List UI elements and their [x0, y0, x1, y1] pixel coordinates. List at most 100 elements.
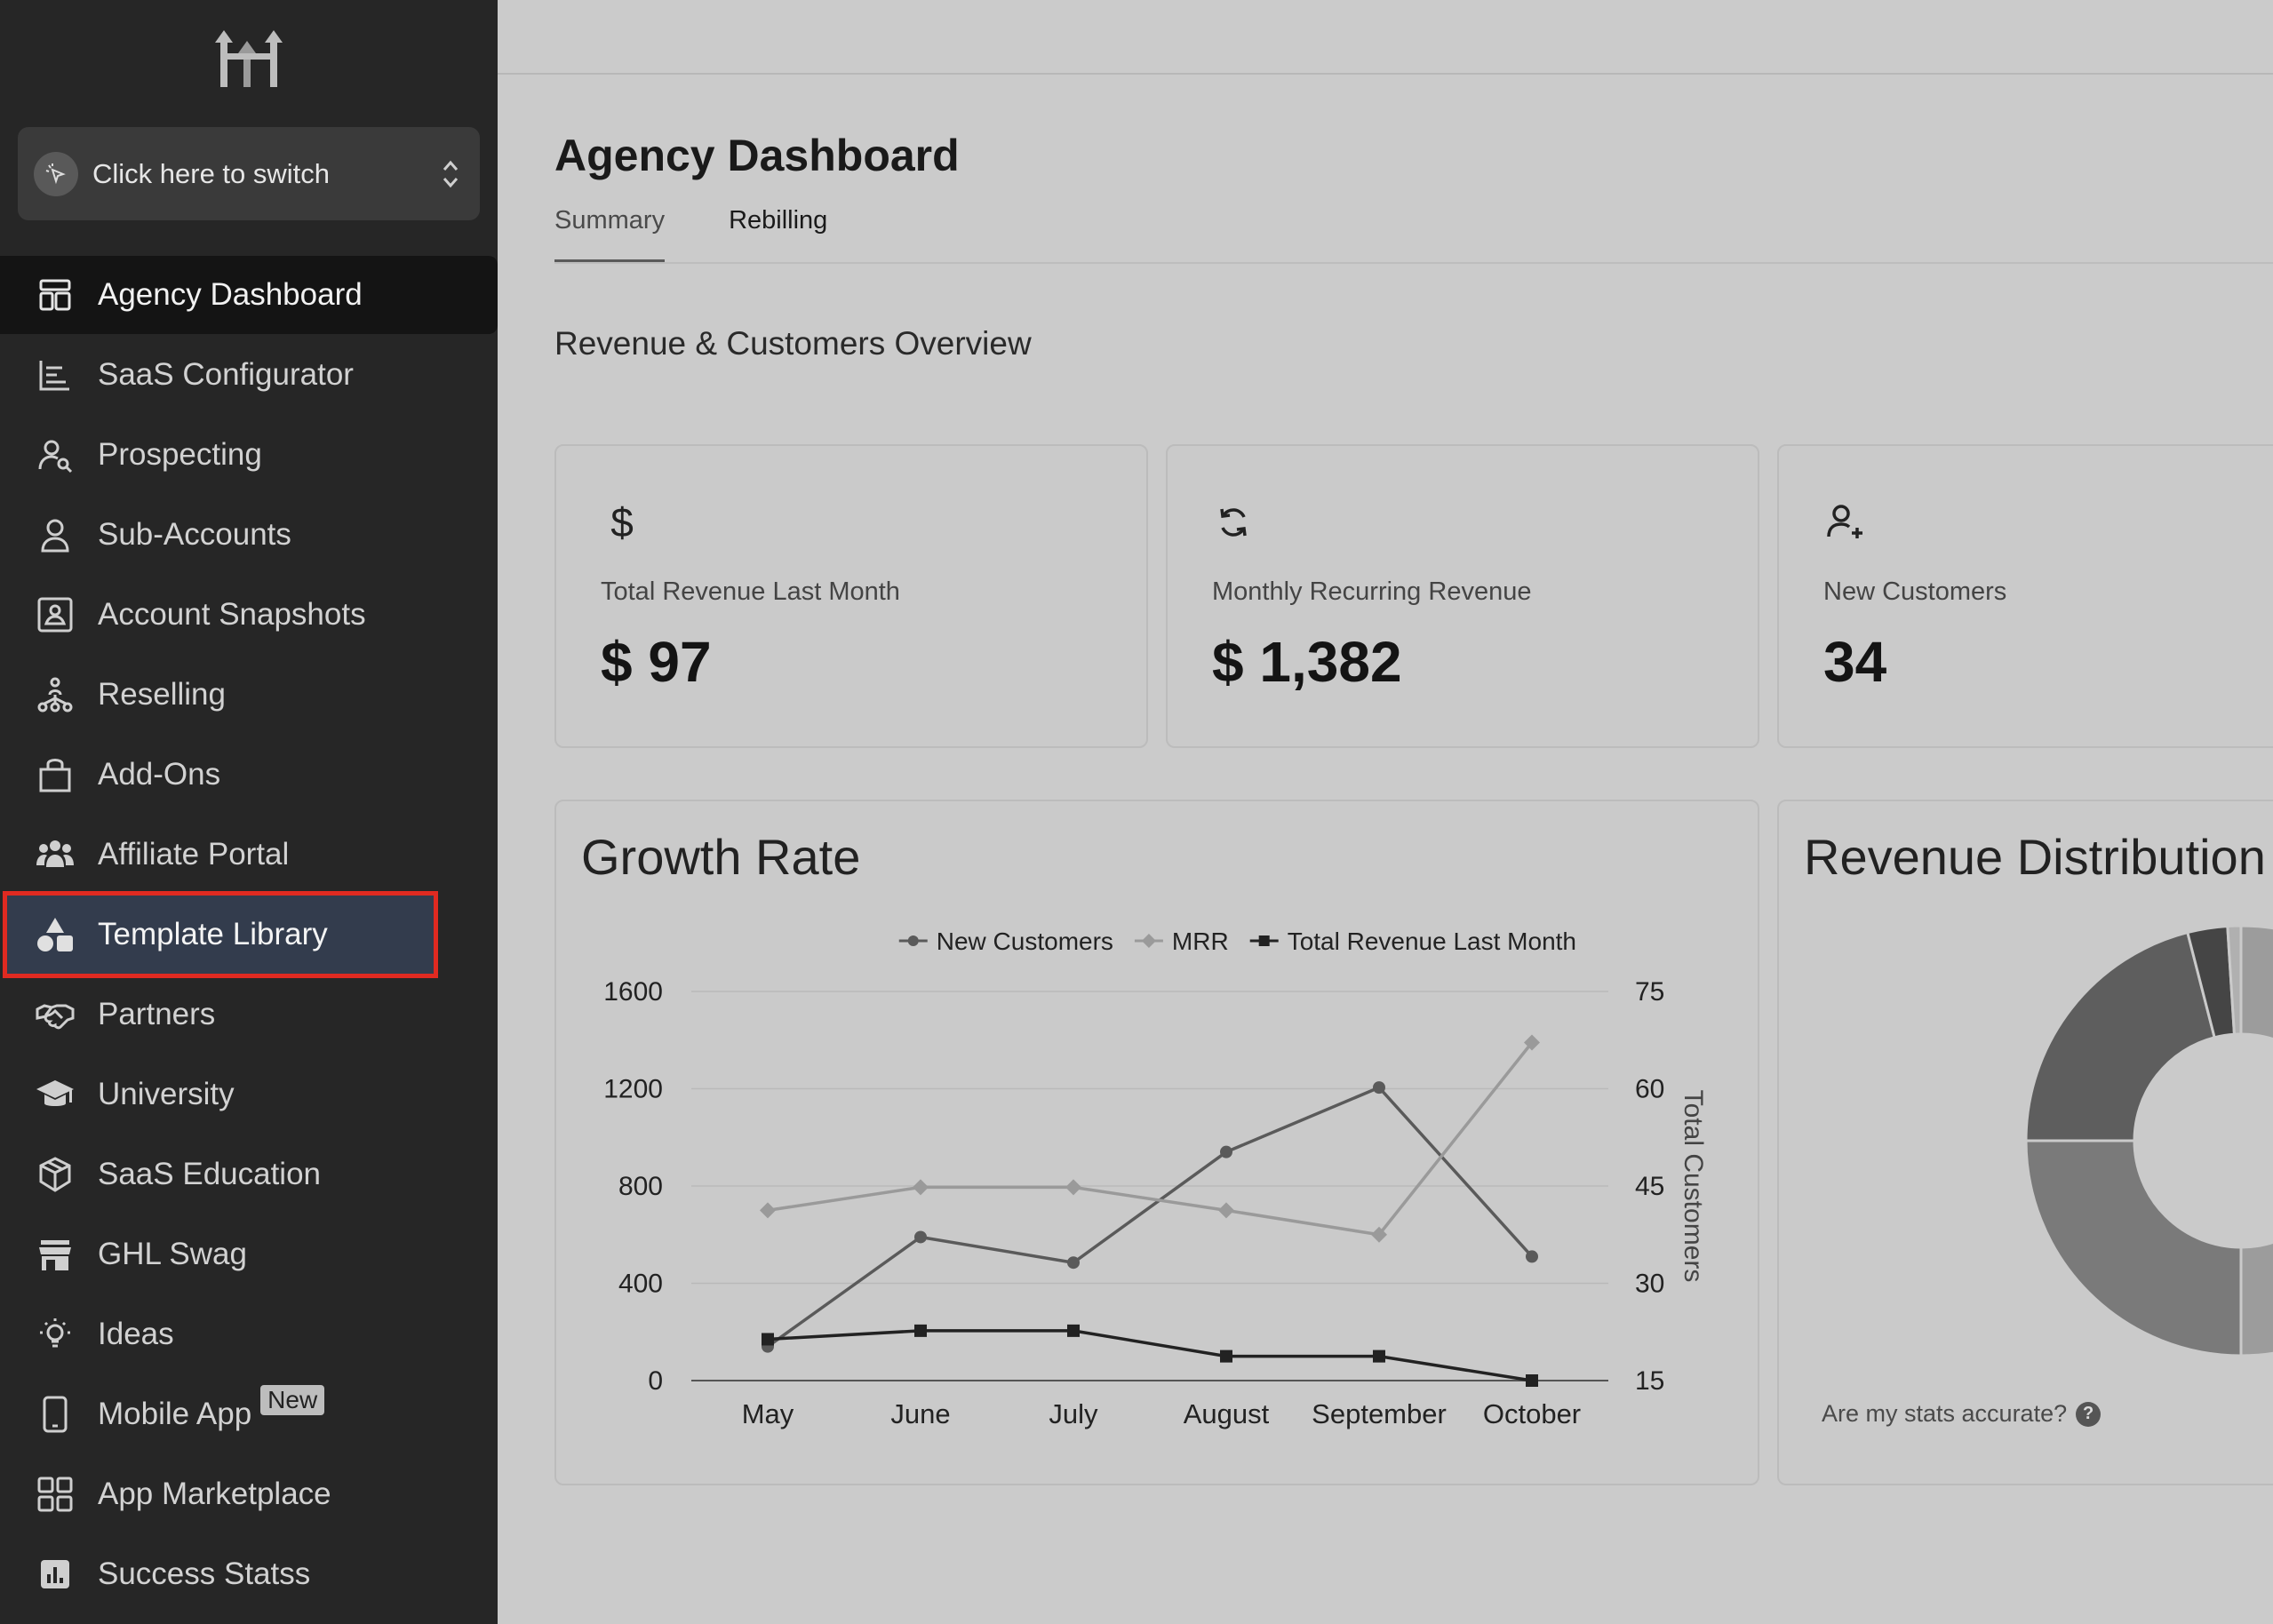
- donut-slice[interactable]: [2226, 924, 2243, 1036]
- sidebar-item-sub-accounts[interactable]: Sub-Accounts: [0, 496, 498, 574]
- sidebar-item-app-marketplace[interactable]: App Marketplace: [0, 1455, 498, 1533]
- x-axis-tick-label: September: [1312, 1398, 1447, 1429]
- stat-value: $ 1,382: [1212, 630, 1402, 694]
- data-point: [913, 1179, 929, 1196]
- sidebar-item-reselling[interactable]: Reselling: [0, 656, 498, 734]
- donut-slice[interactable]: [2024, 930, 2216, 1142]
- data-point: [1258, 935, 1270, 946]
- grid-icon: [36, 1475, 75, 1514]
- right-axis-title: Total Customers: [1679, 1090, 1708, 1283]
- account-switcher[interactable]: Click here to switch: [18, 127, 480, 220]
- sidebar-item-prospecting[interactable]: Prospecting: [0, 416, 498, 494]
- sidebar-item-label: Reselling: [98, 677, 226, 712]
- donut-slice[interactable]: [2024, 1139, 2243, 1357]
- sidebar-item-agency-dashboard[interactable]: Agency Dashboard: [0, 256, 498, 334]
- tab-bar: Summary Rebilling: [554, 206, 891, 263]
- left-axis-tick-label: 0: [648, 1366, 663, 1396]
- bar-list-icon: [36, 355, 75, 394]
- series-line: [767, 1041, 1534, 1237]
- sidebar-item-label: Partners: [98, 997, 216, 1031]
- data-point: [1524, 1034, 1540, 1051]
- stats-icon: [36, 1555, 75, 1594]
- stat-label: Monthly Recurring Revenue: [1212, 577, 1532, 606]
- sidebar-item-ghl-swag[interactable]: GHL Swag: [0, 1215, 498, 1294]
- data-point: [914, 1324, 927, 1337]
- data-point: [1373, 1349, 1385, 1363]
- portrait-icon: [36, 595, 75, 634]
- sidebar-item-label: App Marketplace: [98, 1477, 331, 1511]
- svg-text:$: $: [610, 499, 634, 545]
- dollar-icon: $: [610, 499, 634, 545]
- dashboard-icon: [36, 275, 75, 314]
- data-point: [1067, 1324, 1080, 1337]
- tab-summary[interactable]: Summary: [554, 206, 666, 263]
- stat-card-mrr: Monthly Recurring Revenue $ 1,382: [1166, 444, 1759, 748]
- sidebar-item-saas-configurator[interactable]: SaaS Configurator: [0, 336, 498, 414]
- section-title: Revenue & Customers Overview: [554, 325, 1032, 362]
- legend-label: MRR: [1172, 927, 1229, 955]
- pointer-click-icon: [34, 151, 78, 196]
- handshake-icon: [36, 995, 75, 1034]
- data-point: [907, 935, 919, 946]
- right-axis-tick-label: 30: [1635, 1270, 1664, 1299]
- right-axis-tick-label: 15: [1635, 1366, 1664, 1396]
- legend-label: New Customers: [937, 927, 1113, 955]
- lightbulb-icon: [36, 1315, 75, 1354]
- x-axis-tick-label: May: [742, 1398, 794, 1429]
- revenue-distribution-chart: [2024, 924, 2273, 1357]
- stat-value: $ 97: [601, 630, 712, 694]
- data-point: [760, 1202, 776, 1219]
- left-axis-tick-label: 1600: [603, 977, 663, 1007]
- sidebar-item-label: Add-Ons: [98, 757, 221, 792]
- stat-label: New Customers: [1823, 577, 2007, 606]
- bag-icon: [36, 755, 75, 794]
- sidebar-item-template-library[interactable]: Template Library: [3, 891, 438, 978]
- data-point: [1220, 1349, 1232, 1363]
- sidebar-item-label: Ideas: [98, 1317, 174, 1351]
- sidebar-item-label: GHL Swag: [98, 1237, 247, 1271]
- refresh-icon: [1220, 508, 1247, 537]
- logo-icon[interactable]: [211, 23, 286, 91]
- stats-accuracy-link[interactable]: Are my stats accurate? ?: [1822, 1400, 2102, 1428]
- page-title: Agency Dashboard: [554, 131, 960, 180]
- data-point: [762, 1333, 774, 1346]
- sidebar-item-label: Affiliate Portal: [98, 837, 290, 872]
- sidebar-item-label: Prospecting: [98, 437, 262, 472]
- growth-rate-card: Growth Rate 0 15 400 30 800 45 1200 60 1600 75 Tot…: [554, 800, 1759, 1485]
- sidebar-item-ideas[interactable]: Ideas: [0, 1295, 498, 1373]
- donut-slice[interactable]: [2239, 924, 2273, 1357]
- x-axis-tick-label: July: [1049, 1398, 1098, 1429]
- sidebar-item-add-ons[interactable]: Add-Ons: [0, 736, 498, 814]
- top-bar: [498, 0, 2273, 75]
- revenue-distribution-card: Revenue Distribution Are my stats accura…: [1777, 800, 2273, 1485]
- network-icon: [36, 675, 75, 714]
- left-axis-tick-label: 800: [618, 1172, 663, 1201]
- sidebar-item-affiliate-portal[interactable]: Affiliate Portal: [0, 816, 498, 894]
- sidebar-item-mobile-app[interactable]: Mobile App New: [0, 1375, 498, 1453]
- data-point: [1371, 1226, 1387, 1243]
- sidebar-item-saas-education[interactable]: SaaS Education: [0, 1135, 498, 1214]
- tab-rebilling[interactable]: Rebilling: [729, 206, 828, 235]
- chart-title: Growth Rate: [581, 829, 861, 885]
- data-point: [1526, 1250, 1538, 1263]
- sidebar-item-university[interactable]: University: [0, 1055, 498, 1134]
- sidebar-item-label: Template Library: [98, 917, 328, 951]
- legend-label: Total Revenue Last Month: [1288, 927, 1576, 955]
- sidebar-item-partners[interactable]: Partners: [0, 975, 498, 1054]
- data-point: [1220, 1145, 1232, 1158]
- box-icon: [36, 1155, 75, 1194]
- data-point: [1065, 1179, 1081, 1196]
- sidebar-item-success-stats[interactable]: Success Statss: [0, 1535, 498, 1613]
- sidebar-item-label: SaaS Configurator: [98, 357, 354, 392]
- sidebar-item-label: Sub-Accounts: [98, 517, 291, 552]
- sidebar-item-account-snapshots[interactable]: Account Snapshots: [0, 576, 498, 654]
- help-icon[interactable]: ?: [2076, 1401, 2102, 1427]
- user-icon: [36, 515, 75, 554]
- users-group-icon: [36, 835, 75, 874]
- sidebar-item-label: Account Snapshots: [98, 597, 366, 632]
- phone-icon: [36, 1395, 75, 1434]
- sidebar-item-label: University: [98, 1077, 235, 1111]
- data-point: [1218, 1202, 1234, 1219]
- chart-title: Revenue Distribution: [1804, 829, 2266, 885]
- user-search-icon: [36, 435, 75, 474]
